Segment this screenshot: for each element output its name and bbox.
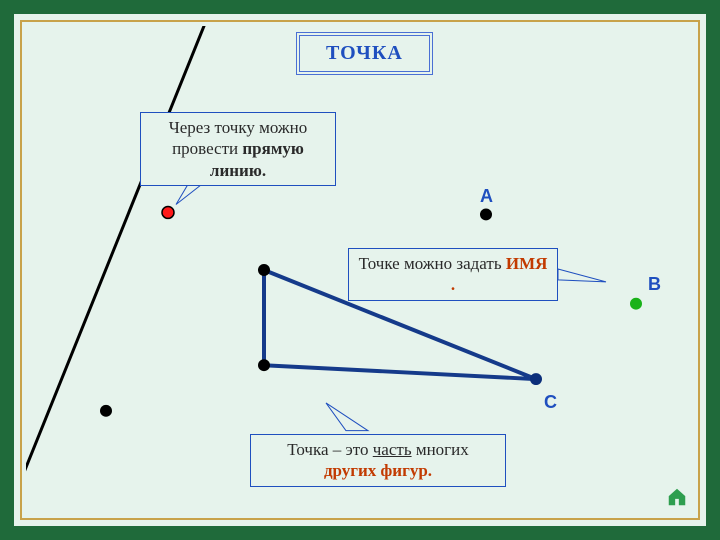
label-a: A (480, 186, 493, 207)
title-box: ТОЧКА (296, 32, 433, 75)
callout-fig-pre: Точка – это (287, 440, 373, 459)
callout-name: Точке можно задать ИМЯ . (348, 248, 558, 301)
callout-fig-underline: часть (373, 440, 412, 459)
label-c: C (544, 392, 557, 413)
point-on-line (162, 207, 174, 219)
callout-figure: Точка – это часть многих других фигур. (250, 434, 506, 487)
triangle-vertex-1 (258, 264, 270, 276)
home-button[interactable] (666, 486, 688, 508)
lone-point (100, 405, 112, 417)
label-b: B (648, 274, 661, 295)
callout-3-tail (326, 403, 368, 431)
point-b-dot (630, 298, 642, 310)
callout-name-pre: Точке можно задать (359, 254, 506, 273)
triangle-vertex-2 (258, 359, 270, 371)
title-text: ТОЧКА (326, 42, 403, 64)
home-icon (666, 486, 688, 508)
straight-line (26, 26, 216, 514)
triangle-vertex-3 (530, 373, 542, 385)
callout-fig-mid: многих (412, 440, 469, 459)
point-a-dot (480, 209, 492, 221)
callout-2-tail (558, 269, 606, 282)
outer-frame: ТОЧКА Через точку можно провести прямую … (0, 0, 720, 540)
slide-canvas: ТОЧКА Через точку можно провести прямую … (26, 26, 694, 514)
callout-fig-accent: других фигур. (324, 461, 432, 480)
callout-line: Через точку можно провести прямую линию. (140, 112, 336, 186)
